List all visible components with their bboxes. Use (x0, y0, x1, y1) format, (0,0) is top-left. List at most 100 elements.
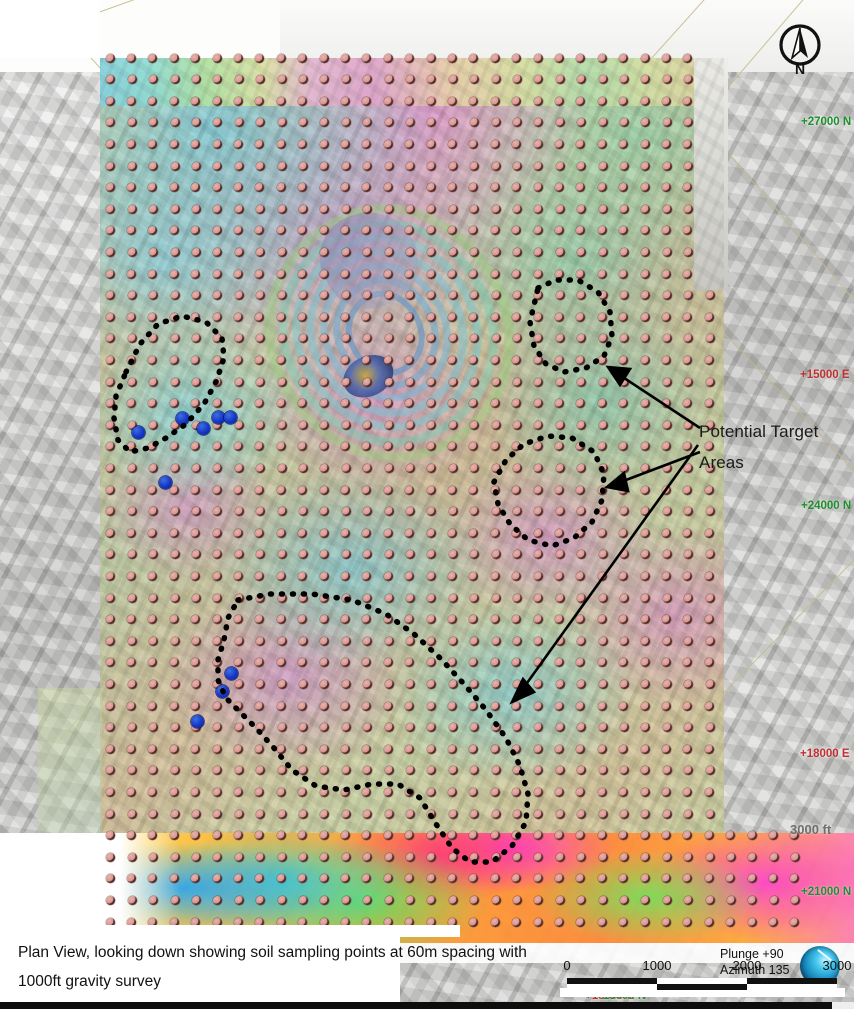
soil-sample-point (383, 787, 393, 797)
highlighted-sample-point (223, 410, 237, 424)
soil-sample-point (319, 701, 329, 711)
soil-sample-point (212, 355, 222, 365)
soil-sample-point (363, 723, 373, 733)
scale-seg-6 (747, 984, 837, 990)
soil-sample-point (384, 204, 394, 214)
soil-sample-point (427, 463, 437, 473)
soil-sample-point (491, 636, 501, 646)
soil-sample-point (170, 593, 180, 603)
soil-sample-point (106, 507, 116, 517)
soil-sample-point (212, 831, 222, 841)
soil-sample-point (362, 442, 372, 452)
soil-sample-point (126, 615, 136, 625)
soil-sample-point (598, 75, 608, 85)
soil-sample-point (661, 658, 671, 668)
soil-sample-point (320, 463, 330, 473)
soil-sample-point (427, 550, 437, 560)
raster-mask-topleft (0, 0, 100, 58)
soil-sample-point (640, 226, 650, 236)
soil-sample-point (341, 420, 351, 430)
soil-sample-point (149, 161, 159, 171)
soil-sample-point (362, 831, 372, 841)
soil-sample-point (362, 701, 372, 711)
soil-sample-point (469, 269, 479, 279)
soil-sample-point (512, 183, 522, 193)
soil-sample-point (684, 118, 694, 128)
soil-sample-point (341, 75, 351, 85)
soil-sample-point (256, 593, 266, 603)
highlighted-sample-point (158, 475, 172, 489)
soil-sample-point (191, 615, 201, 625)
soil-sample-point (169, 485, 179, 495)
soil-sample-point (126, 139, 136, 149)
soil-sample-point (512, 139, 522, 149)
soil-sample-point (320, 766, 330, 776)
soil-sample-point (448, 507, 458, 517)
soil-sample-point (641, 247, 651, 257)
soil-sample-point (469, 874, 479, 884)
soil-sample-point (127, 679, 137, 689)
soil-sample-point (340, 183, 350, 193)
soil-sample-point (170, 809, 180, 819)
soil-sample-point (598, 420, 608, 430)
soil-sample-point (684, 204, 694, 214)
soil-sample-point (447, 831, 457, 841)
soil-sample-point (298, 852, 308, 862)
soil-sample-point (405, 766, 415, 776)
soil-sample-point (106, 291, 116, 301)
soil-sample-point (555, 723, 565, 733)
soil-sample-point (641, 334, 651, 344)
soil-sample-point (597, 96, 607, 106)
soil-sample-point (619, 183, 629, 193)
soil-sample-point (234, 334, 244, 344)
soil-sample-point (363, 550, 373, 560)
scale-seg-1 (567, 978, 657, 984)
soil-sample-point (277, 75, 287, 85)
soil-sample-point (383, 183, 393, 193)
soil-sample-point (640, 787, 650, 797)
soil-sample-point (213, 463, 223, 473)
raster-notch-upper-right (694, 58, 728, 290)
soil-sample-point (191, 442, 201, 452)
soil-sample-point (577, 679, 587, 689)
soil-sample-point (448, 550, 458, 560)
soil-sample-point (298, 507, 308, 517)
soil-sample-point (319, 615, 329, 625)
soil-sample-point (597, 355, 607, 365)
soil-sample-point (577, 420, 587, 430)
soil-sample-point (170, 463, 180, 473)
soil-sample-point (256, 204, 266, 214)
soil-sample-point (148, 139, 158, 149)
highlighted-sample-point (224, 666, 238, 680)
soil-sample-point (684, 420, 694, 430)
soil-sample-point (662, 636, 672, 646)
soil-sample-point (427, 75, 437, 85)
soil-sample-point (640, 355, 650, 365)
soil-sample-point (640, 312, 650, 322)
soil-sample-point (191, 831, 201, 841)
soil-sample-point (769, 852, 779, 862)
soil-sample-point (320, 161, 330, 171)
soil-sample-point (169, 701, 179, 711)
soil-sample-point (255, 312, 265, 322)
soil-sample-point (320, 204, 330, 214)
soil-sample-point (684, 723, 694, 733)
soil-sample-point (106, 204, 116, 214)
soil-sample-point (661, 917, 671, 927)
soil-sample-point (554, 355, 564, 365)
soil-sample-point (490, 571, 500, 581)
soil-sample-point (319, 442, 329, 452)
soil-sample-point (469, 355, 479, 365)
soil-sample-point (106, 895, 116, 905)
soil-sample-point (191, 723, 201, 733)
soil-sample-point (256, 852, 266, 862)
soil-sample-point (234, 118, 244, 128)
soil-sample-point (661, 183, 671, 193)
soil-sample-point (469, 442, 479, 452)
soil-sample-point (233, 183, 243, 193)
soil-sample-point (597, 658, 607, 668)
soil-sample-point (661, 571, 671, 581)
soil-sample-point (554, 442, 564, 452)
soil-sample-point (126, 53, 136, 63)
soil-sample-point (298, 658, 308, 668)
